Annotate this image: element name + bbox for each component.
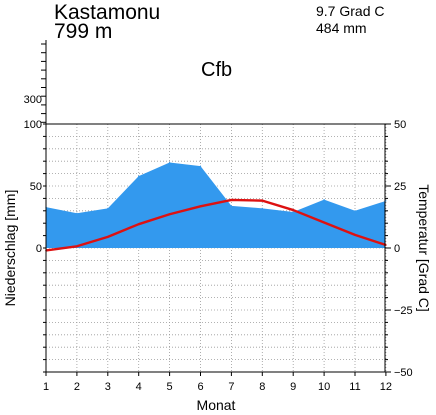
- x-axis-tick-label: 5: [167, 381, 173, 393]
- y-axis-right-tick-label: −25: [394, 305, 413, 317]
- climate-classification: Cfb: [201, 59, 233, 81]
- precipitation-point: [76, 212, 78, 214]
- y-axis-left-tick-label: 100: [24, 119, 42, 131]
- temperature-point: [323, 221, 325, 224]
- precipitation-point: [169, 161, 171, 164]
- y-axis-left-label: Niederschlag [mm]: [2, 189, 18, 307]
- x-axis-tick-label: 12: [380, 381, 392, 393]
- temperature-point: [292, 209, 295, 211]
- temperature-point: [168, 213, 171, 216]
- y-axis-right-tick-label: 0: [394, 243, 400, 255]
- precipitation-point: [199, 165, 202, 167]
- annual-precipitation: 484 mm: [316, 20, 367, 36]
- y-axis-left-upper-tick-label: 300: [24, 94, 42, 106]
- x-axis-tick-label: 7: [228, 381, 234, 393]
- temperature-line: [45, 198, 387, 252]
- temperature-point: [199, 205, 202, 208]
- x-axis-tick-label: 3: [105, 381, 111, 393]
- precipitation-point: [138, 175, 140, 177]
- x-axis-tick-label: 10: [318, 381, 330, 393]
- x-axis-tick-label: 4: [136, 381, 142, 393]
- precipitation-area: [46, 162, 386, 248]
- x-axis-tick-label: 9: [290, 381, 296, 393]
- temperature-point: [107, 236, 109, 238]
- precipitation-point: [323, 199, 325, 201]
- precipitation-point: [261, 207, 263, 209]
- x-axis-tick-label: 1: [43, 381, 49, 393]
- y-axis-left-tick-label: 50: [30, 181, 42, 193]
- x-axis-label: Monat: [196, 397, 236, 413]
- x-axis-tick-label: 11: [349, 381, 360, 393]
- x-axis-tick-label: 8: [259, 381, 265, 393]
- y-axis-right-tick-label: 50: [394, 119, 406, 131]
- axes: [41, 40, 391, 376]
- station-elevation: 799 m: [54, 20, 113, 43]
- y-axis-right-label: Temperatur [Grad C]: [416, 184, 432, 312]
- temperature-point: [261, 199, 264, 202]
- y-axis-left-tick-label: 0: [36, 243, 42, 255]
- precipitation-point: [385, 200, 387, 202]
- y-axis-right-tick-label: 25: [394, 181, 406, 193]
- precipitation-area-layer: [45, 161, 387, 248]
- y-axis-right-tick-label: −50: [394, 367, 413, 379]
- temperature-point: [137, 223, 140, 225]
- precipitation-point: [354, 210, 356, 212]
- temperature-point: [76, 245, 78, 248]
- x-axis-tick-label: 2: [74, 381, 80, 393]
- station-name: Kastamonu: [54, 1, 161, 24]
- temperature-point: [230, 199, 233, 201]
- temperature-point: [354, 234, 356, 236]
- x-axis-tick-label: 6: [197, 381, 203, 393]
- precipitation-point: [292, 211, 294, 213]
- precipitation-point: [107, 207, 109, 209]
- annual-mean-temperature: 9.7 Grad C: [316, 3, 385, 19]
- precipitation-point: [230, 205, 232, 207]
- temperature-line-layer: [45, 198, 387, 252]
